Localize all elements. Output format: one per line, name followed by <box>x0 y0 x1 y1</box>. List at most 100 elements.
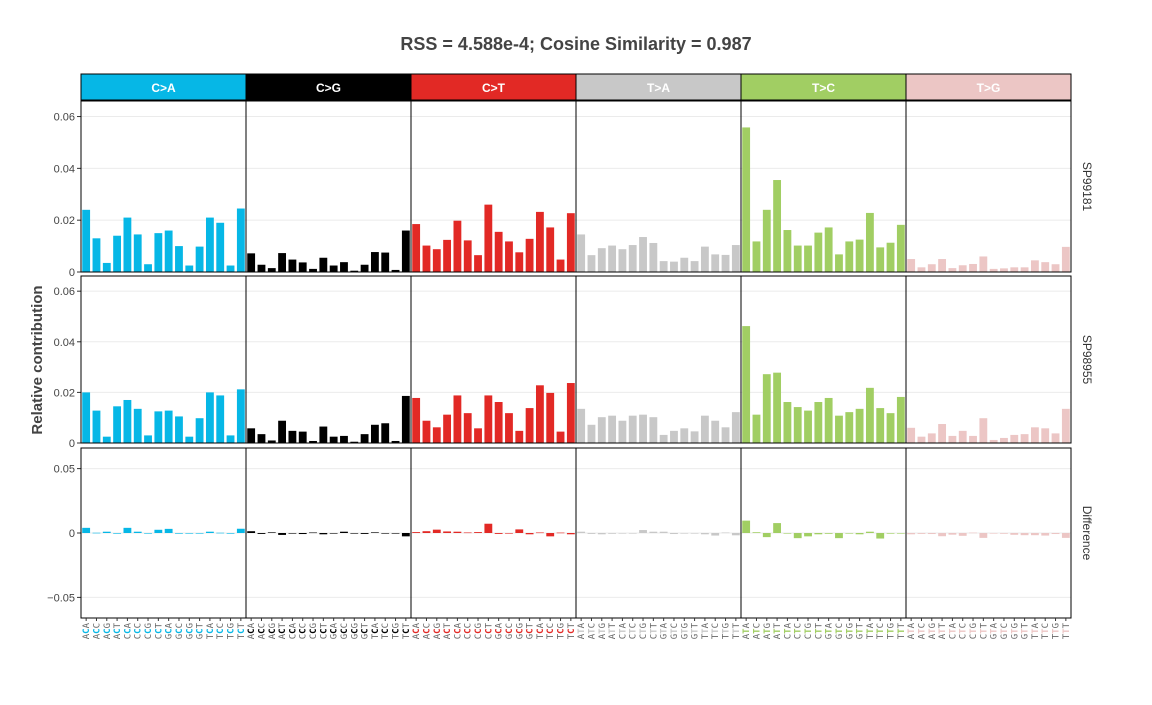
x-tick-label: CCC <box>134 623 144 639</box>
bar <box>401 533 410 537</box>
bar <box>216 532 225 534</box>
x-tick-label: CTC <box>794 623 804 639</box>
bar <box>742 520 751 533</box>
y-tick-label: 0 <box>69 438 75 450</box>
bar <box>762 533 771 538</box>
bar <box>907 259 916 272</box>
bar <box>102 262 111 272</box>
bar <box>288 430 297 443</box>
bar <box>566 533 575 535</box>
bar <box>659 531 668 533</box>
bar <box>793 245 802 272</box>
bar <box>494 533 503 534</box>
bar <box>597 248 606 272</box>
bar <box>783 533 792 534</box>
bar <box>381 533 390 534</box>
x-tick-label: ATT <box>608 622 618 639</box>
x-tick-label: ATT <box>773 622 783 639</box>
y-axis-label: Relative contribution <box>29 285 46 434</box>
bar <box>587 533 596 534</box>
bar <box>144 533 152 534</box>
bar <box>535 385 544 443</box>
bar <box>824 227 833 272</box>
x-tick-label: TTT <box>897 622 907 639</box>
bar <box>401 230 410 272</box>
bar <box>773 180 782 272</box>
bar <box>391 269 400 272</box>
bar <box>639 237 647 272</box>
bar <box>886 242 895 272</box>
bar <box>1061 408 1070 443</box>
bar <box>927 264 936 272</box>
x-tick-label: ACC <box>92 623 102 639</box>
bar <box>412 397 421 443</box>
x-tick-label: ACG <box>433 623 443 639</box>
bar <box>164 230 173 272</box>
bar <box>298 262 307 272</box>
x-tick-label: TTC <box>711 623 721 639</box>
bar <box>670 261 678 272</box>
bar <box>1020 267 1029 272</box>
x-tick-label: ACT <box>113 622 123 639</box>
bar <box>711 254 720 272</box>
bar <box>711 420 720 443</box>
bar <box>1061 533 1070 538</box>
bar <box>938 259 947 272</box>
bar <box>236 389 245 443</box>
bar <box>319 257 328 272</box>
bar <box>267 440 276 443</box>
bar <box>1000 437 1008 443</box>
bar <box>422 420 431 443</box>
bar <box>804 533 812 537</box>
x-tick-label: GCA <box>495 622 505 639</box>
facet-strip-1 <box>245 73 412 101</box>
bar <box>525 238 534 272</box>
bar <box>680 533 689 534</box>
x-tick-label: TCG <box>227 623 237 639</box>
x-tick-label: TTG <box>722 623 732 639</box>
bar <box>917 436 926 443</box>
panel-border <box>245 275 412 444</box>
x-tick-label: GCG <box>185 623 195 639</box>
x-tick-label: CTC <box>629 623 639 639</box>
bar <box>948 435 957 443</box>
bar <box>927 533 936 535</box>
x-tick-label: TTT <box>1062 622 1072 639</box>
bar <box>494 402 503 443</box>
bar <box>814 533 823 535</box>
x-tick-label: GTC <box>670 623 680 639</box>
bar <box>1041 262 1050 272</box>
bar <box>267 268 276 272</box>
facet-label-5: T>G <box>977 81 1001 95</box>
bar <box>793 407 802 443</box>
bar <box>886 533 895 534</box>
bar <box>505 241 513 272</box>
bar <box>845 533 854 534</box>
bar <box>1051 533 1060 535</box>
row-label: SP99181 <box>1080 162 1094 212</box>
x-tick-label: GCT <box>526 622 536 639</box>
bar <box>92 410 101 443</box>
bar <box>618 533 627 534</box>
bar <box>876 533 885 539</box>
x-tick-label: TCG <box>557 623 567 639</box>
x-tick-label: CTA <box>948 622 958 639</box>
x-tick-label: TCT <box>567 622 577 639</box>
bar <box>587 255 596 272</box>
y-tick-label: 0 <box>69 267 75 279</box>
x-tick-label: TTA <box>701 622 711 639</box>
bar <box>360 434 369 443</box>
bar <box>133 531 142 533</box>
bar <box>463 532 472 534</box>
bar <box>824 533 833 534</box>
bar <box>546 227 555 272</box>
x-tick-label: GCC <box>340 623 350 639</box>
x-tick-label: GCT <box>196 622 206 639</box>
x-tick-label: TCT <box>237 622 247 639</box>
bar <box>742 127 751 272</box>
bar <box>896 396 905 443</box>
bar <box>432 249 441 272</box>
bar <box>721 427 730 443</box>
bar <box>185 533 194 534</box>
bar <box>453 220 462 272</box>
